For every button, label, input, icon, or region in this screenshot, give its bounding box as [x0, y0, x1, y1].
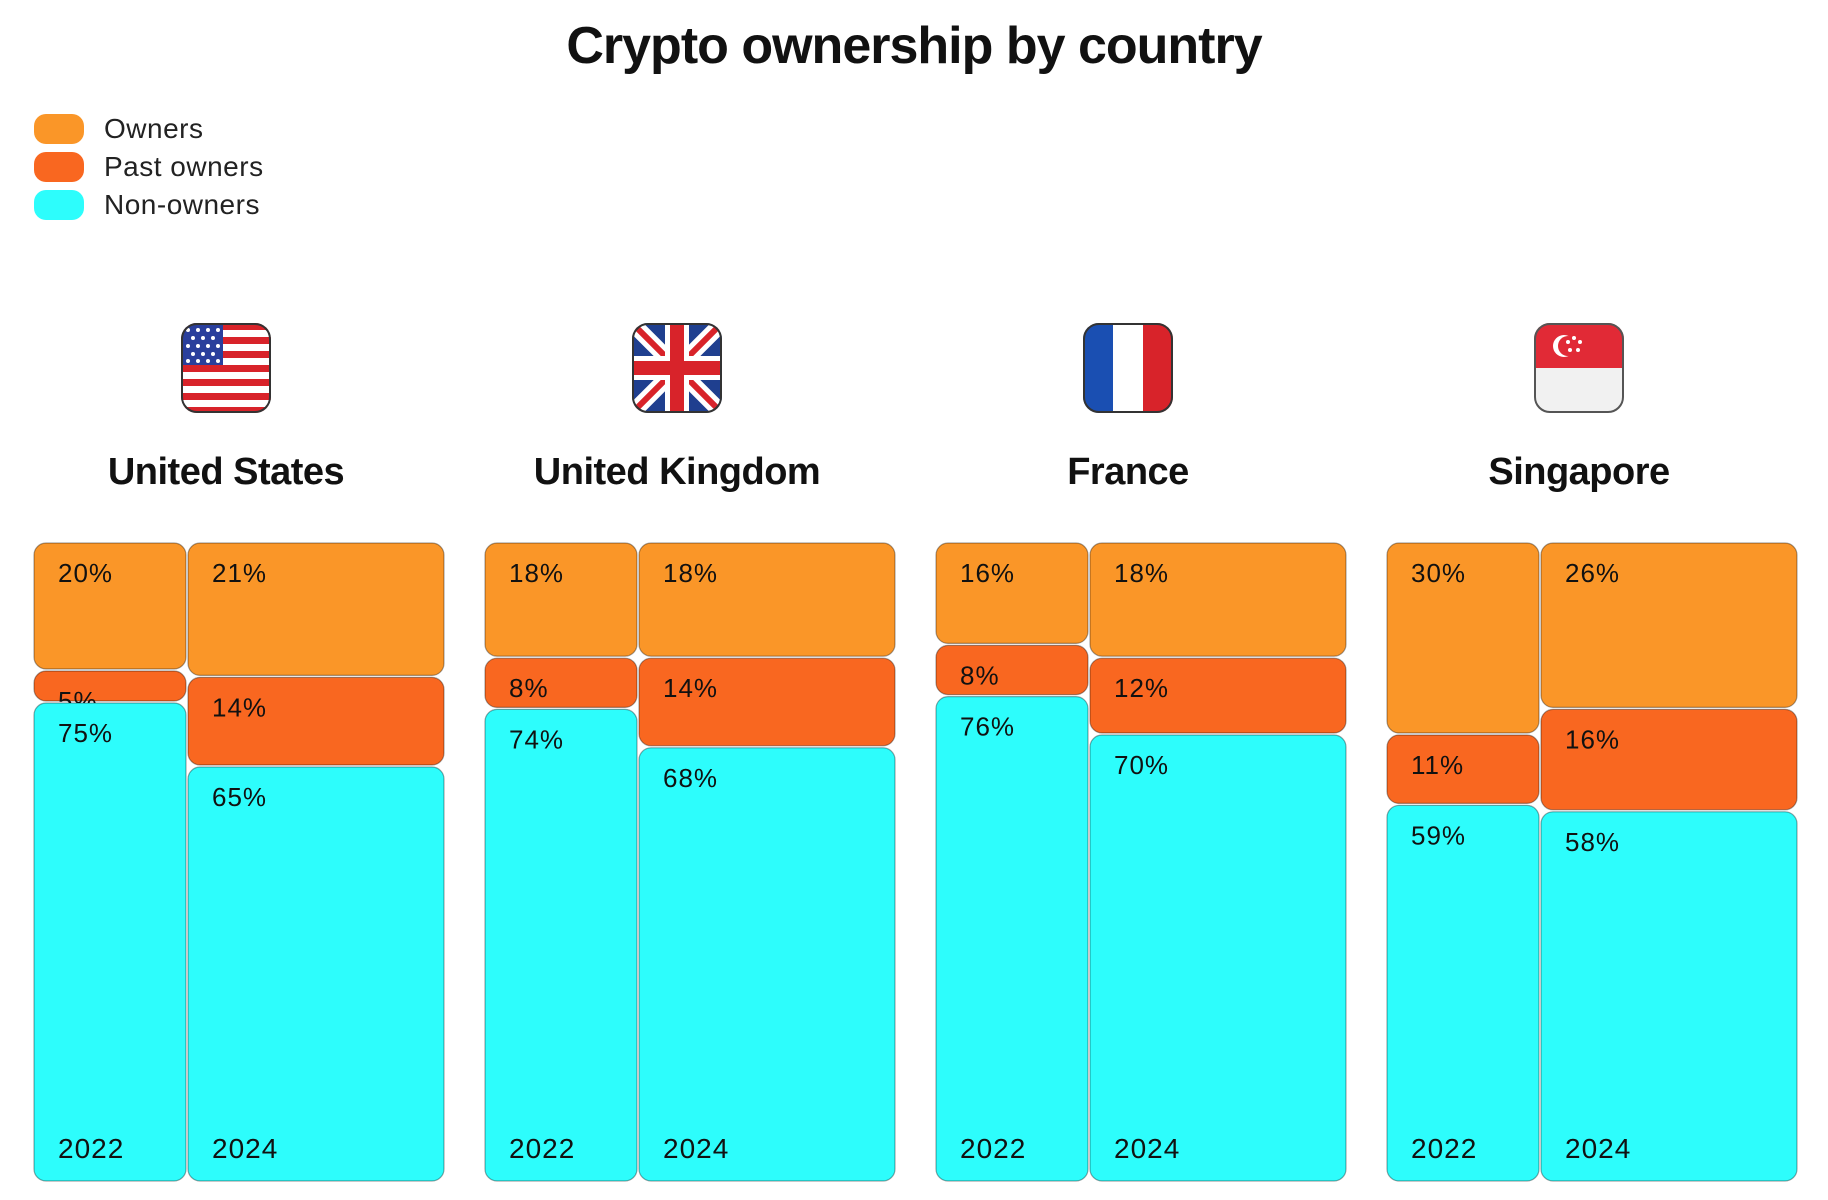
value-label-france-2024-past-owners: 12% [1114, 673, 1169, 703]
legend-swatch-non-owners [34, 190, 84, 220]
value-label-france-2022-non-owners: 76% [960, 712, 1015, 742]
bar-singapore-2024-past-owners [1540, 708, 1798, 811]
value-label-united-states-2024-non-owners: 65% [212, 782, 267, 812]
bar-united-states-2022-past-owners [33, 670, 187, 702]
legend-item-owners: Owners [34, 110, 264, 148]
value-label-united-kingdom-2024-non-owners: 68% [663, 763, 718, 793]
country-name: Singapore [1488, 451, 1670, 493]
value-label-united-states-2022-owners: 20% [58, 558, 113, 588]
bar-france-2022-past-owners [935, 644, 1089, 696]
bar-united-states-2024-owners [187, 542, 445, 676]
country-name: France [1067, 451, 1189, 493]
value-label-singapore-2024-owners: 26% [1565, 558, 1620, 588]
bar-united-kingdom-2024-non-owners [638, 747, 896, 1182]
singapore-flag-icon [1534, 323, 1624, 413]
bar-singapore-2022-non-owners [1386, 804, 1540, 1182]
value-label-singapore-2024-past-owners: 16% [1565, 724, 1620, 754]
bar-united-kingdom-2024-past-owners [638, 657, 896, 747]
value-label-singapore-2022-non-owners: 59% [1411, 820, 1466, 850]
legend-item-non-owners: Non-owners [34, 186, 264, 224]
country-singapore: Singapore [1369, 0, 1789, 1200]
value-label-france-2024-non-owners: 70% [1114, 750, 1169, 780]
country-france: France [918, 0, 1338, 1200]
legend-swatch-past-owners [34, 152, 84, 182]
value-label-united-states-2024-past-owners: 14% [212, 692, 267, 722]
bar-france-2024-owners [1089, 542, 1347, 657]
year-label-united-kingdom-2022: 2022 [509, 1133, 575, 1164]
legend-label-past-owners: Past owners [104, 151, 264, 182]
bar-united-states-2022-non-owners [33, 702, 187, 1182]
bar-united-kingdom-2022-past-owners [484, 657, 638, 709]
year-label-france-2022: 2022 [960, 1133, 1026, 1164]
legend-label-owners: Owners [104, 113, 204, 144]
bar-united-states-2022-owners [33, 542, 187, 670]
year-label-united-kingdom-2024: 2024 [663, 1133, 729, 1164]
country-name: United States [107, 451, 345, 493]
value-label-united-kingdom-2022-past-owners: 8% [509, 673, 549, 703]
bar-united-states-2024-past-owners [187, 676, 445, 766]
value-label-france-2022-past-owners: 8% [960, 660, 1000, 690]
bar-singapore-2022-past-owners [1386, 734, 1540, 805]
legend-swatch-owners [34, 114, 84, 144]
chart-title: Crypto ownership by country [566, 17, 1262, 75]
legend-item-past-owners: Past owners [34, 148, 264, 186]
bar-france-2024-non-owners [1089, 734, 1347, 1182]
bar-singapore-2022-owners [1386, 542, 1540, 734]
value-label-united-kingdom-2022-non-owners: 74% [509, 724, 564, 754]
bar-united-kingdom-2022-owners [484, 542, 638, 657]
legend: Owners Past owners Non-owners [34, 110, 264, 224]
year-label-singapore-2024: 2024 [1565, 1133, 1631, 1164]
value-label-united-kingdom-2024-past-owners: 14% [663, 673, 718, 703]
value-label-united-states-2022-non-owners: 75% [58, 718, 113, 748]
value-label-france-2024-owners: 18% [1114, 558, 1169, 588]
value-label-singapore-2022-past-owners: 11% [1411, 750, 1464, 780]
bar-france-2022-owners [935, 542, 1089, 645]
year-label-singapore-2022: 2022 [1411, 1133, 1477, 1164]
uk-flag-icon [632, 323, 722, 413]
value-label-france-2022-owners: 16% [960, 558, 1015, 588]
year-label-france-2024: 2024 [1114, 1133, 1180, 1164]
bar-france-2022-non-owners [935, 695, 1089, 1182]
france-flag-icon [1083, 323, 1173, 413]
bar-united-kingdom-2024-owners [638, 542, 896, 657]
bar-singapore-2024-non-owners [1540, 811, 1798, 1182]
country-uk: United Kingdom [467, 0, 887, 1200]
bar-france-2024-past-owners [1089, 657, 1347, 734]
legend-label-non-owners: Non-owners [104, 189, 260, 220]
value-label-singapore-2022-owners: 30% [1411, 558, 1466, 588]
value-label-singapore-2024-non-owners: 58% [1565, 827, 1620, 857]
value-label-united-kingdom-2022-owners: 18% [509, 558, 564, 588]
value-label-united-kingdom-2024-owners: 18% [663, 558, 718, 588]
value-label-united-states-2024-owners: 21% [212, 558, 267, 588]
us-flag-icon [181, 323, 271, 413]
year-label-united-states-2022: 2022 [58, 1133, 124, 1164]
country-name: United Kingdom [533, 451, 821, 493]
bar-singapore-2024-owners [1540, 542, 1798, 708]
bar-united-states-2024-non-owners [187, 766, 445, 1182]
bar-united-kingdom-2022-non-owners [484, 708, 638, 1182]
country-us: United States [16, 0, 436, 1200]
year-label-united-states-2024: 2024 [212, 1133, 278, 1164]
